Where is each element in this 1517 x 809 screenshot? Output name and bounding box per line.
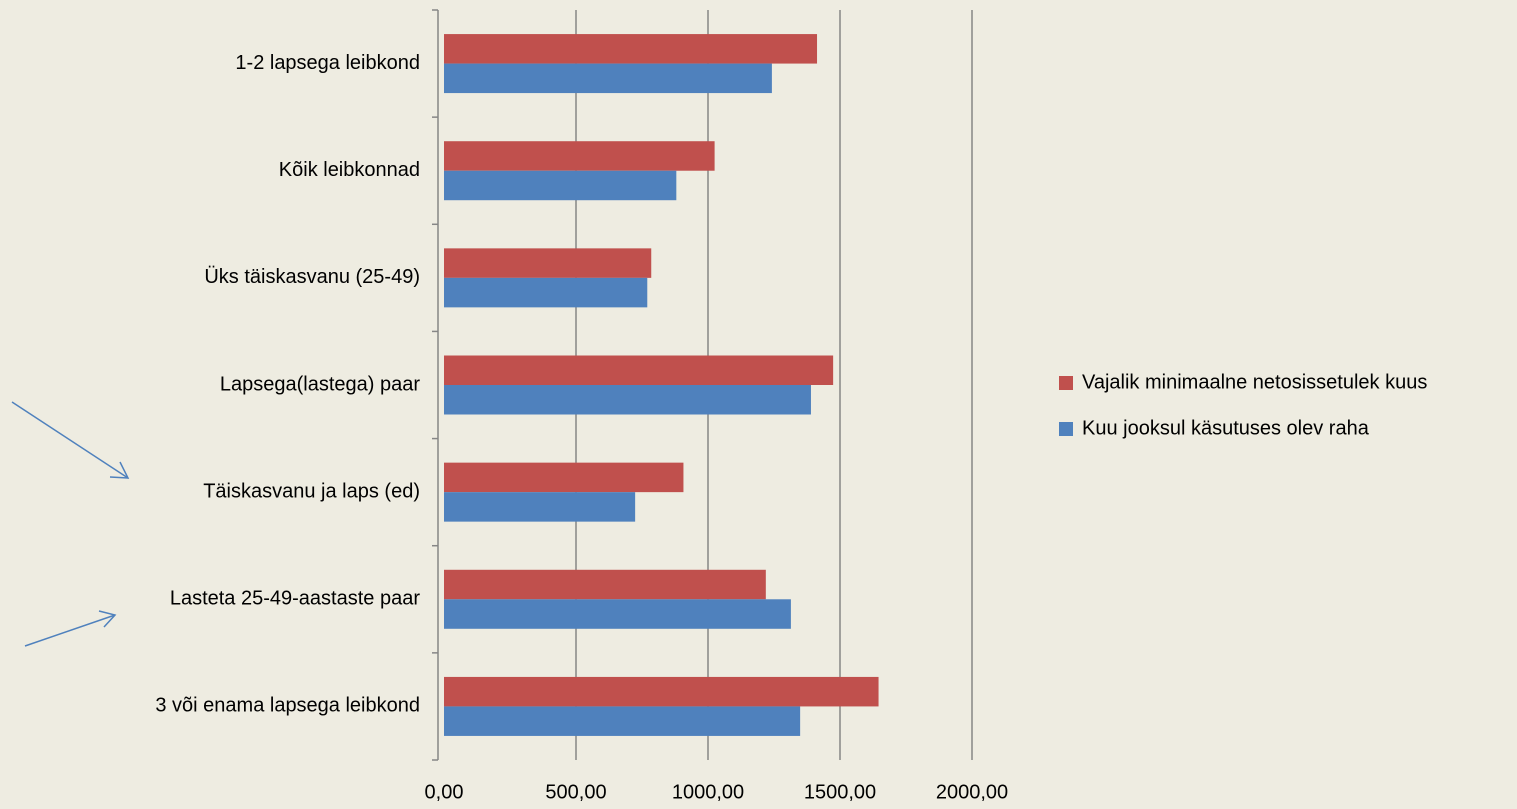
- y-tick-label: 3 või enama lapsega leibkond: [155, 695, 420, 717]
- legend-label: Vajalik minimaalne netosissetulek kuus: [1082, 371, 1427, 393]
- arrow-head: [98, 610, 117, 628]
- y-tick-label: Kõik leibkonnad: [279, 159, 420, 181]
- bar: [444, 63, 772, 94]
- y-tick-label: Täiskasvanu ja laps (ed): [203, 480, 420, 502]
- x-tick-label: 0,00: [425, 781, 464, 803]
- bar: [444, 569, 766, 600]
- y-tick-label: Üks täiskasvanu (25-49): [204, 266, 420, 288]
- y-tick-label: Lasteta 25-49-aastaste paar: [170, 588, 421, 610]
- bar: [444, 706, 801, 736]
- x-tick-label: 2000,00: [936, 781, 1008, 803]
- bar: [444, 676, 879, 707]
- arrow: [11, 401, 129, 479]
- legend-swatch: [1059, 376, 1073, 390]
- y-tick-label: 1-2 lapsega leibkond: [235, 52, 420, 74]
- arrows: [11, 401, 130, 647]
- bar: [444, 385, 811, 415]
- bar: [444, 170, 677, 201]
- bar: [444, 462, 684, 493]
- bar: [444, 355, 834, 385]
- arrow-head: [109, 461, 130, 479]
- bar: [444, 141, 715, 171]
- bar: [444, 599, 791, 629]
- y-tick-label: Lapsega(lastega) paar: [220, 373, 420, 395]
- bar: [444, 492, 636, 522]
- x-tick-label: 1500,00: [804, 781, 876, 803]
- legend-label: Kuu jooksul käsutuses olev raha: [1082, 417, 1370, 439]
- bar: [444, 277, 648, 308]
- x-tick-label: 500,00: [545, 781, 606, 803]
- legend-swatch: [1059, 422, 1073, 436]
- arrow: [24, 614, 116, 647]
- bar: [444, 34, 818, 64]
- x-tick-label: 1000,00: [672, 781, 744, 803]
- bar: [444, 248, 652, 278]
